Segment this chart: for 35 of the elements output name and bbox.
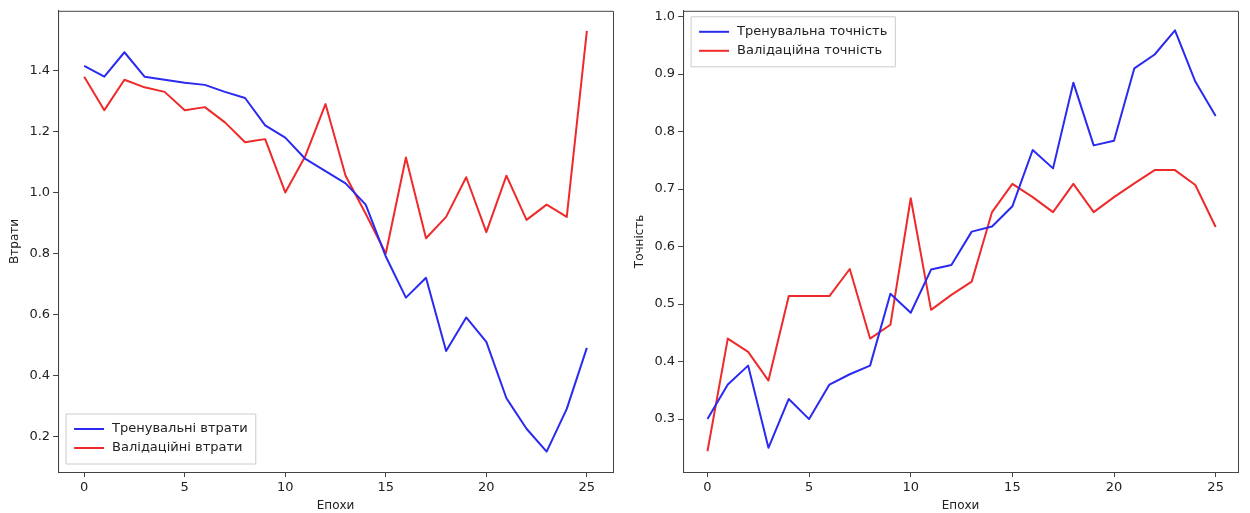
legend-label: Валідаційна точність — [737, 42, 883, 58]
y-tick-label: 0.6 — [29, 305, 51, 321]
y-tick-label: 0.3 — [654, 410, 676, 426]
x-tick-label: 15 — [1004, 479, 1021, 495]
x-tick-label: 20 — [1105, 479, 1123, 495]
y-tick-label: 0.2 — [29, 427, 51, 443]
y-tick-label: 0.7 — [654, 180, 676, 196]
x-tick-label: 20 — [478, 479, 495, 495]
y-tick-label: 0.9 — [654, 65, 676, 81]
y-tick-label: 0.8 — [29, 244, 51, 260]
x-tick-label: 15 — [377, 479, 395, 495]
y-tick-label: 0.5 — [654, 295, 676, 311]
x-tick-label: 10 — [902, 479, 920, 495]
y-tick-label: 0.4 — [29, 366, 51, 382]
y-tick-label: 1.0 — [654, 7, 676, 23]
y-tick-label: 0.8 — [654, 122, 676, 138]
x-tick-label: 25 — [578, 479, 596, 495]
x-tick-label: 0 — [703, 479, 712, 495]
x-tick-label: 10 — [277, 479, 294, 495]
x-axis-title: Епохи — [316, 497, 355, 512]
y-axis-title: Втрати — [7, 218, 22, 264]
x-tick-label: 25 — [1207, 479, 1224, 495]
legend-label: Валідаційні втрати — [112, 439, 243, 455]
x-tick-label: 0 — [80, 479, 89, 495]
legend-label: Тренувальні втрати — [111, 420, 248, 436]
y-tick-label: 1.0 — [29, 183, 51, 199]
y-tick-label: 1.2 — [29, 122, 51, 138]
legend-label: Тренувальна точність — [736, 23, 888, 39]
y-axis-title: Точність — [632, 214, 647, 270]
x-tick-label: 5 — [804, 479, 814, 495]
y-tick-label: 0.6 — [654, 237, 676, 253]
x-axis-title: Епохи — [941, 497, 980, 512]
y-tick-label: 0.4 — [654, 352, 676, 368]
y-tick-label: 1.4 — [29, 61, 51, 77]
x-tick-label: 5 — [180, 479, 189, 495]
